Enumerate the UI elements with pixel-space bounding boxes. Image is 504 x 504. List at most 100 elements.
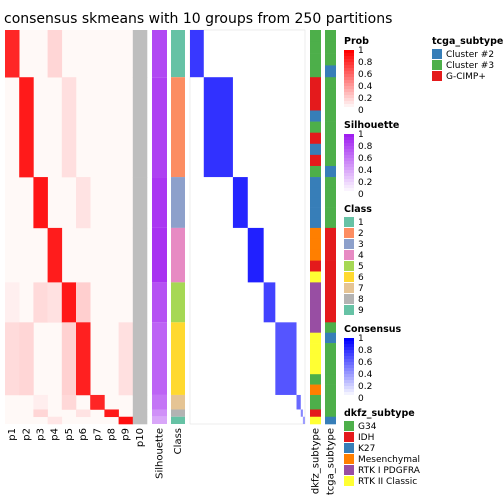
legend-tick: 0.4 (358, 166, 373, 176)
silhouette-bar (152, 77, 167, 178)
tcga-subtype-cell (325, 53, 336, 66)
legend-swatch (344, 182, 354, 186)
membership-cell (132, 282, 148, 323)
consensus-block (296, 394, 301, 410)
legend-swatch (344, 305, 354, 315)
legend-swatch (344, 294, 354, 304)
legend-label: 7 (358, 284, 364, 294)
legend-swatch (344, 104, 354, 108)
tcga-subtype-cell (325, 99, 336, 111)
membership-cell (47, 282, 63, 323)
dkfz-subtype-cell (310, 343, 321, 354)
tcga-subtype-cell (325, 207, 336, 219)
tcga-subtype-cell (325, 187, 336, 198)
legend-swatch (344, 53, 354, 57)
column-label: p2 (21, 428, 32, 441)
legend-label: 9 (358, 306, 364, 316)
consensus-block (203, 77, 233, 178)
legend-tick: 0.8 (358, 346, 373, 356)
dkfz-subtype-cell (310, 363, 321, 375)
membership-cell (19, 322, 34, 396)
legend-swatch (344, 77, 354, 81)
dkfz-subtype-cell (310, 165, 321, 178)
legend-swatch (344, 395, 354, 399)
tcga-subtype-cell (325, 363, 336, 375)
column-label: p10 (135, 428, 146, 447)
membership-cell (104, 409, 119, 418)
column-label: p9 (121, 428, 132, 441)
legend-title: Prob (344, 36, 369, 47)
legend-swatch (432, 49, 442, 59)
class-bar (171, 409, 185, 417)
membership-cell (76, 409, 91, 418)
legend-swatch (344, 356, 354, 360)
tcga-subtype-cell (325, 271, 336, 283)
legend-swatch (344, 152, 354, 156)
membership-cell (76, 282, 91, 323)
legend-swatch (344, 353, 354, 357)
silhouette-bar (152, 30, 167, 78)
legend-label: 6 (358, 273, 364, 283)
legend-swatch (344, 170, 354, 174)
column-label: p7 (92, 428, 103, 441)
legend-swatch (344, 176, 354, 180)
legend-swatch (344, 359, 354, 363)
legend-label: IDH (358, 433, 374, 443)
legend-swatch (344, 362, 354, 366)
class-bar (171, 77, 185, 178)
legends: Prob10.80.60.40.20Silhouette10.80.60.40.… (344, 36, 503, 487)
tcga-subtype-cell (325, 332, 336, 344)
legend-swatch (344, 134, 354, 138)
legend-tick: 0.2 (358, 94, 372, 104)
silhouette-bar (152, 322, 167, 395)
dkfz-subtype-cell (310, 249, 321, 261)
tcga-subtype-cell (325, 353, 336, 365)
tcga-subtype-cell (325, 143, 336, 156)
dkfz-subtype-cell (310, 312, 321, 323)
legend-label: 2 (358, 229, 364, 239)
legend-title: tcga_subtype (432, 36, 503, 47)
legend-tick: 0.2 (358, 178, 372, 188)
dkfz-subtype-cell (310, 41, 321, 54)
column-label: p4 (50, 428, 61, 441)
membership-cell (132, 177, 148, 229)
dkfz-subtype-cell (310, 217, 321, 229)
legend-swatch (344, 272, 354, 282)
tcga-subtype-cell (325, 165, 336, 178)
membership-cell (76, 177, 91, 229)
silhouette-bar (152, 282, 167, 323)
legend-tick: 0.6 (358, 154, 373, 164)
legend-swatch (344, 89, 354, 93)
legend-swatch (344, 173, 354, 177)
class-bar (171, 282, 185, 323)
tcga-subtype-cell (325, 41, 336, 54)
dkfz-subtype-cell (310, 197, 321, 208)
membership-cell (118, 416, 134, 425)
legend-swatch (344, 283, 354, 293)
tcga-subtype-cell (325, 177, 336, 188)
legend-swatch (344, 68, 354, 72)
legend-swatch (344, 71, 354, 75)
consensus-block (190, 30, 204, 78)
dkfz-subtype-cell (310, 353, 321, 365)
dkfz-subtype-cell (310, 322, 321, 333)
tcga-subtype-cell (325, 282, 336, 293)
dkfz-subtype-cell (310, 394, 321, 410)
legend-label: 1 (358, 218, 364, 228)
tcga-subtype-cell (325, 197, 336, 208)
legend-title: Silhouette (344, 120, 399, 131)
legend-swatch (432, 71, 442, 81)
legend-label: K27 (358, 444, 375, 454)
dkfz-subtype-cell (310, 177, 321, 188)
legend-swatch (344, 140, 354, 144)
legend-swatch (344, 217, 354, 227)
row-annotations (152, 30, 336, 425)
dkfz-subtype-cell (310, 53, 321, 66)
dkfz-subtype-cell (310, 416, 321, 425)
membership-cell (33, 177, 48, 229)
legend-swatch (344, 74, 354, 78)
dkfz-subtype-cell (310, 110, 321, 122)
dkfz-subtype-cell (310, 121, 321, 133)
legend-label: RTK I PDGFRA (358, 466, 421, 476)
legend-swatch (344, 188, 354, 192)
